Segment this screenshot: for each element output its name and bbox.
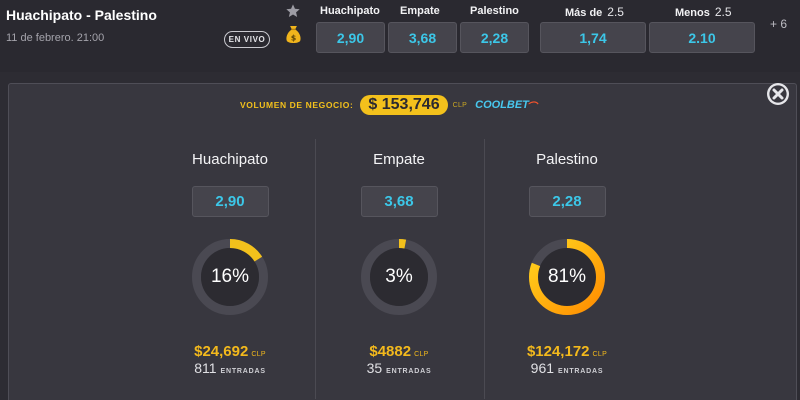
- odds-header-draw: Empate: [400, 5, 440, 17]
- entries-label: ENTRADAS: [220, 368, 266, 375]
- stake-currency: CLP: [251, 351, 266, 358]
- column-divider: [484, 139, 485, 399]
- percentage-ring: [192, 239, 268, 315]
- odds-button-over[interactable]: 1,74: [540, 22, 646, 53]
- stake-amount: $24,692 CLP: [155, 343, 305, 361]
- stake-currency: CLP: [414, 351, 429, 358]
- odds-header-under: Menos 2.5: [675, 5, 732, 19]
- match-title[interactable]: Huachipato - Palestino: [6, 7, 157, 23]
- match-date: 11 de febrero. 21:00: [6, 32, 105, 44]
- entries-label: ENTRADAS: [558, 368, 604, 375]
- stake-amount: $124,172 CLP: [492, 343, 642, 361]
- stake-currency: CLP: [592, 351, 608, 358]
- ring-fill-arc: [529, 239, 605, 315]
- percentage-ring: [361, 239, 437, 315]
- entries-count: 811 ENTRADAS: [155, 360, 305, 378]
- volume-currency: CLP: [452, 101, 468, 109]
- percentage-label: 16%: [210, 266, 250, 287]
- odds-button-draw[interactable]: 3,68: [388, 22, 457, 53]
- odds-header-over: Más de 2.5: [565, 5, 624, 19]
- odds-button-under[interactable]: 2.10: [649, 22, 755, 53]
- svg-text:$: $: [291, 33, 296, 42]
- stake-amount-value: $4882: [369, 343, 412, 360]
- outcome-column-draw: Empate 3,68 3% $4882 CLP 35 ENTRADAS: [324, 138, 474, 376]
- outcome-odd-button[interactable]: 3,68: [360, 186, 438, 217]
- odds-header-over-label: Más de: [565, 7, 603, 19]
- ring-fill-arc: [361, 239, 437, 315]
- ring-center: [201, 248, 259, 306]
- outcome-column-home: Huachipato 2,90 16% $24,692 CLP 811 ENTRAD…: [155, 138, 305, 376]
- volume-amount: $ 153,746: [360, 95, 448, 115]
- odds-header-under-line: 2.5: [714, 5, 732, 19]
- entries-number: 35: [366, 360, 383, 376]
- entries-count: 35 ENTRADAS: [324, 360, 474, 378]
- odds-header-away: Palestino: [470, 5, 519, 17]
- entries-label: ENTRADAS: [386, 368, 432, 375]
- star-icon[interactable]: [285, 3, 301, 19]
- rainbow-icon: ⌒: [526, 101, 537, 113]
- outcome-name: Palestino: [536, 151, 598, 168]
- odds-button-home[interactable]: 2,90: [316, 22, 385, 53]
- outcome-odd-button[interactable]: 2,28: [528, 186, 606, 217]
- percentage-ring: [529, 239, 605, 315]
- live-badge: EN VIVO: [224, 31, 270, 48]
- ring-center: [370, 248, 428, 306]
- more-markets-link[interactable]: + 6: [770, 17, 788, 31]
- outcome-name: Huachipato: [192, 151, 268, 168]
- outcome-odd-button[interactable]: 2,90: [191, 186, 269, 217]
- ring-fill-arc: [192, 239, 268, 315]
- stake-amount: $4882 CLP: [324, 343, 474, 361]
- stake-amount-value: $24,692: [194, 343, 249, 360]
- volume-label: VOLUMEN DE NEGOCIO:: [240, 100, 354, 110]
- match-row[interactable]: Huachipato - Palestino 11 de febrero. 21…: [0, 0, 800, 72]
- ring-center: [538, 248, 596, 306]
- entries-number: 961: [530, 360, 555, 376]
- outcome-name: Empate: [373, 151, 425, 168]
- coolbet-logo: COOLBET ⌒: [475, 98, 537, 113]
- coolbet-logo-text: COOLBET: [475, 99, 529, 111]
- odds-button-away[interactable]: 2,28: [460, 22, 529, 53]
- percentage-label: 81%: [547, 266, 587, 287]
- close-icon[interactable]: [766, 82, 790, 106]
- odds-header-home: Huachipato: [320, 5, 380, 17]
- odds-header-over-line: 2.5: [607, 5, 624, 19]
- percentage-label: 3%: [385, 266, 413, 287]
- outcome-column-away: Palestino 2,28 81% $124,172 CLP 961 ENTRAD…: [492, 138, 642, 376]
- stake-amount-value: $124,172: [526, 343, 590, 360]
- volume-row: VOLUMEN DE NEGOCIO: $ 153,746 CLP COOLBE…: [240, 94, 537, 116]
- column-divider: [315, 139, 316, 399]
- odds-header-under-label: Menos: [675, 7, 710, 19]
- entries-count: 961 ENTRADAS: [492, 360, 642, 378]
- moneybag-icon: $: [286, 26, 301, 43]
- entries-number: 811: [194, 360, 217, 376]
